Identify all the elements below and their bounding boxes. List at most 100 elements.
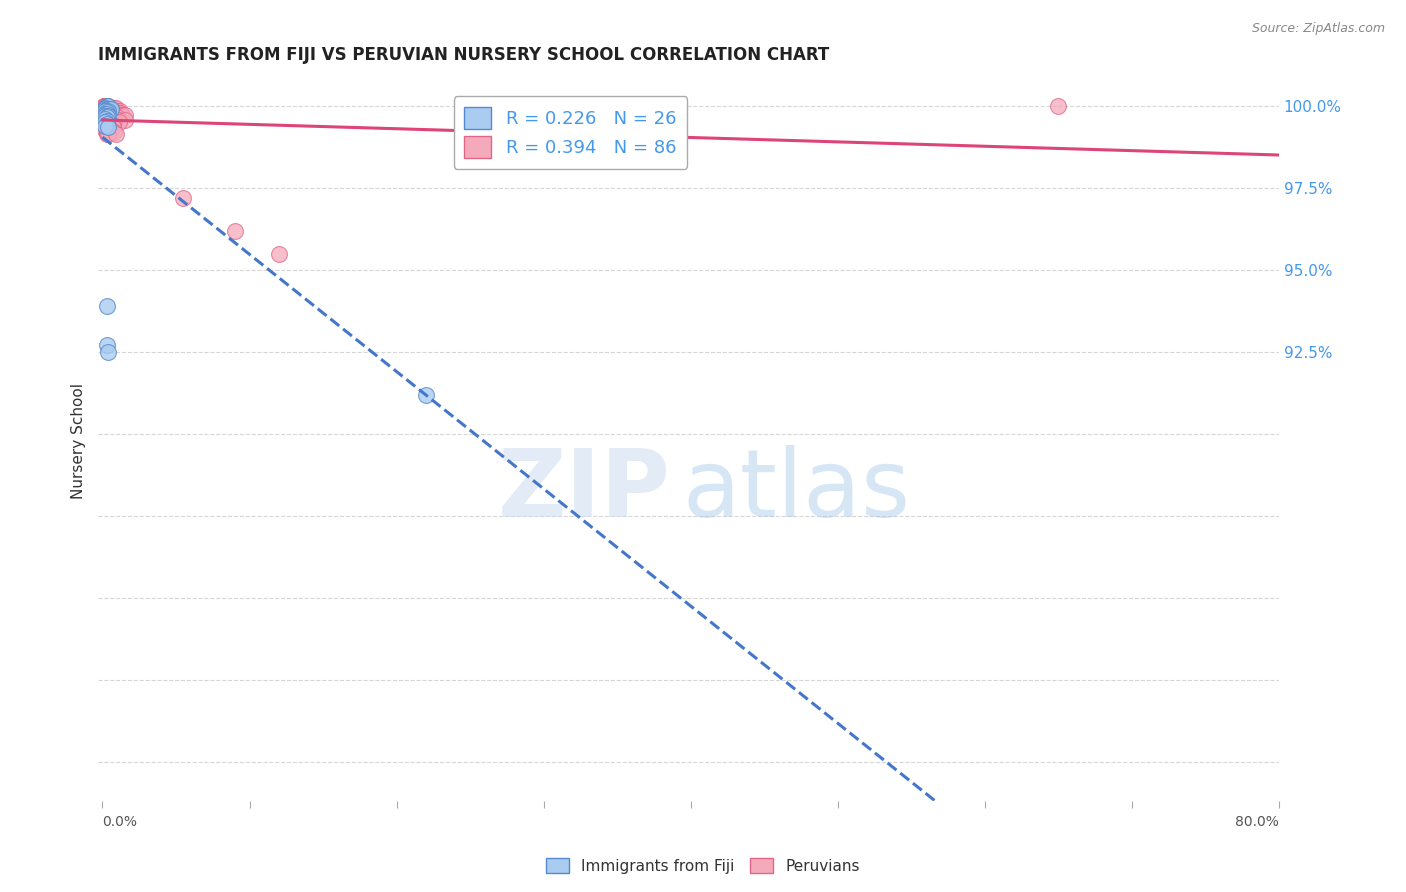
Point	[96, 102, 118, 116]
Point	[97, 99, 120, 113]
Point	[104, 128, 127, 142]
Text: 80.0%: 80.0%	[1234, 814, 1279, 829]
Text: IMMIGRANTS FROM FIJI VS PERUVIAN NURSERY SCHOOL CORRELATION CHART: IMMIGRANTS FROM FIJI VS PERUVIAN NURSERY…	[98, 46, 830, 64]
Point	[96, 99, 118, 113]
Point	[100, 111, 122, 125]
Point	[100, 102, 122, 116]
Point	[96, 101, 118, 115]
Point	[96, 108, 118, 122]
Point	[104, 101, 127, 115]
Point	[96, 111, 118, 125]
Point	[96, 120, 118, 135]
Point	[96, 128, 118, 142]
Point	[94, 119, 117, 133]
Point	[93, 99, 115, 113]
Point	[101, 103, 124, 118]
Point	[103, 106, 125, 120]
Point	[97, 103, 120, 118]
Point	[107, 112, 129, 127]
Point	[94, 115, 117, 129]
Point	[94, 106, 117, 120]
Point	[94, 109, 117, 123]
Y-axis label: Nursery School: Nursery School	[72, 383, 86, 499]
Point	[96, 103, 118, 118]
Point	[100, 106, 122, 120]
Point	[96, 112, 118, 127]
Point	[114, 112, 136, 127]
Point	[105, 108, 128, 122]
Point	[415, 387, 437, 401]
Point	[114, 108, 136, 122]
Point	[97, 120, 120, 135]
Point	[100, 101, 122, 115]
Point	[97, 103, 120, 118]
Point	[103, 103, 125, 118]
Point	[98, 106, 121, 120]
Point	[101, 120, 124, 135]
Point	[94, 99, 117, 113]
Point	[98, 103, 121, 118]
Point	[108, 103, 131, 118]
Text: ZIP: ZIP	[498, 445, 671, 537]
Point	[172, 191, 194, 205]
Point	[94, 122, 117, 136]
Point	[100, 122, 122, 136]
Point	[96, 99, 118, 113]
Point	[103, 125, 125, 139]
Point	[98, 108, 121, 122]
Legend: Immigrants from Fiji, Peruvians: Immigrants from Fiji, Peruvians	[540, 852, 866, 880]
Point	[98, 120, 121, 135]
Point	[97, 101, 120, 115]
Point	[104, 112, 127, 127]
Point	[103, 101, 125, 115]
Point	[94, 112, 117, 127]
Point	[94, 101, 117, 115]
Point	[98, 125, 121, 139]
Text: 0.0%: 0.0%	[103, 814, 138, 829]
Point	[94, 102, 117, 116]
Point	[103, 111, 125, 125]
Point	[97, 109, 120, 123]
Point	[101, 118, 124, 132]
Point	[94, 101, 117, 115]
Point	[94, 104, 117, 119]
Point	[94, 112, 117, 126]
Point	[105, 111, 128, 125]
Point	[96, 111, 118, 125]
Point	[98, 118, 121, 132]
Point	[96, 117, 118, 131]
Point	[97, 99, 120, 113]
Point	[96, 106, 118, 120]
Point	[97, 102, 120, 116]
Point	[96, 115, 118, 129]
Point	[103, 108, 125, 122]
Point	[94, 108, 117, 122]
Point	[96, 105, 118, 120]
Point	[108, 106, 131, 120]
Point	[96, 107, 118, 121]
Point	[101, 112, 124, 127]
Point	[104, 103, 127, 118]
Point	[96, 299, 118, 313]
Text: atlas: atlas	[682, 445, 911, 537]
Point	[94, 99, 117, 113]
Point	[97, 112, 120, 127]
Point	[1047, 99, 1070, 113]
Point	[267, 246, 290, 260]
Point	[100, 103, 122, 118]
Point	[97, 115, 120, 129]
Point	[96, 125, 118, 139]
Point	[110, 108, 132, 122]
Point	[98, 102, 121, 116]
Point	[93, 99, 115, 113]
Point	[94, 115, 117, 129]
Text: Source: ZipAtlas.com: Source: ZipAtlas.com	[1251, 22, 1385, 36]
Point	[96, 99, 118, 113]
Point	[94, 118, 117, 132]
Point	[97, 128, 120, 142]
Point	[97, 106, 120, 120]
Point	[97, 108, 120, 122]
Point	[105, 103, 128, 118]
Point	[101, 101, 124, 115]
Point	[100, 115, 122, 129]
